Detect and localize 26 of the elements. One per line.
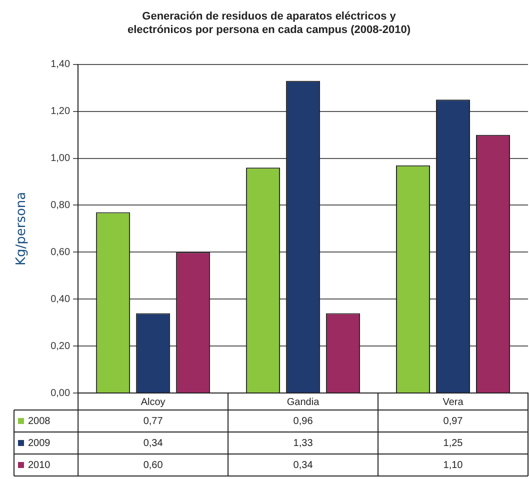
data-label: 0,77 — [143, 416, 164, 427]
x-tick-label: Alcoy — [140, 396, 166, 408]
legend-label: 2008 — [28, 416, 51, 427]
y-tick-label: 0,80 — [50, 200, 70, 211]
data-label: 0,60 — [143, 460, 164, 471]
data-label: 0,34 — [293, 460, 314, 471]
y-tick-label: 1,00 — [50, 153, 70, 164]
data-label: 0,96 — [293, 416, 314, 427]
legend-label: 2010 — [28, 460, 51, 471]
text: electrónicos por persona en cada campus (2008-2010) — [127, 24, 411, 36]
x-tick-label: Vera — [442, 396, 464, 408]
text: Generación de residuos de aparatos eléctricos y — [142, 10, 396, 23]
y-tick-label: 1,20 — [50, 106, 70, 118]
data-label: 1,33 — [293, 438, 314, 449]
data-label: 1,25 — [443, 438, 464, 449]
y-tick-label: 1,40 — [50, 59, 70, 70]
data-label: 0,34 — [143, 438, 164, 449]
data-label: 0,97 — [443, 416, 464, 427]
data-label: 1,10 — [443, 460, 464, 471]
x-tick-label: Gandia — [286, 396, 320, 408]
y-tick-label: 0,00 — [50, 388, 70, 399]
y-axis-title: Kg/persona — [14, 192, 30, 266]
y-tick-label: 0,40 — [50, 294, 70, 305]
y-tick-label: 0,20 — [50, 340, 70, 352]
y-tick-label: 0,60 — [50, 246, 70, 258]
legend-label: 2009 — [28, 438, 51, 449]
